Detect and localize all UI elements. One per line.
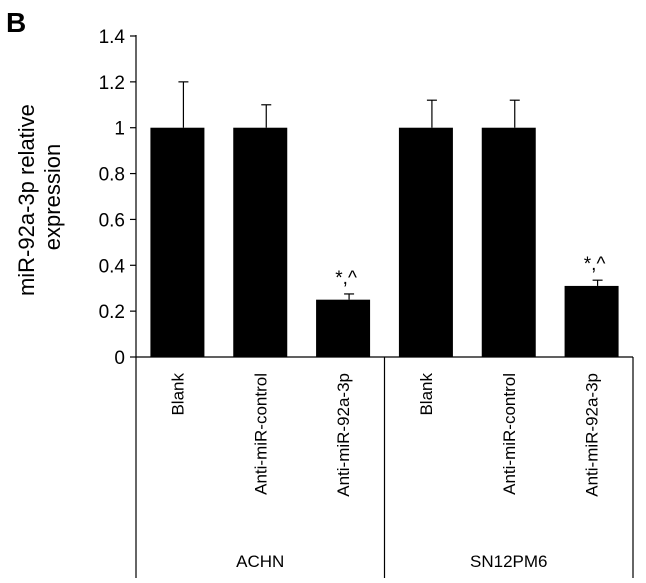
y-axis-label-line-1: miR-92a-3p relative (14, 104, 39, 296)
bars (150, 127, 619, 357)
axes (135, 35, 634, 578)
y-tick-label: 0.2 (99, 302, 125, 323)
group-label: ACHN (236, 552, 284, 571)
bar (398, 127, 453, 357)
y-tick-label: 1.2 (99, 73, 125, 94)
bar (481, 127, 536, 357)
category-label: Blank (168, 373, 187, 416)
significance-annotation: *,^ (584, 254, 606, 275)
y-tick-label: 1 (114, 119, 125, 140)
group-label: SN12PM6 (470, 552, 547, 571)
category-label: Anti-miR-92a-3p (334, 373, 353, 497)
category-label: Anti-miR-control (500, 373, 519, 495)
bar (233, 127, 288, 357)
category-labels: Blank Anti-miR-control Anti-miR-92a-3p Blan… (168, 373, 601, 497)
bar (150, 127, 205, 357)
y-tick-label: 1.4 (99, 27, 126, 48)
category-label: Anti-miR-92a-3p (583, 373, 602, 497)
bar (316, 299, 371, 357)
significance-annotation: *,^ (335, 268, 357, 289)
y-tick-label: 0.6 (99, 210, 125, 231)
y-tick-label: 0.8 (99, 165, 125, 186)
y-axis-label-line-2: expression (40, 144, 65, 250)
y-axis-label: miR-92a-3p relative expression (14, 98, 65, 296)
y-tick-label: 0.4 (99, 256, 126, 277)
y-tick-label: 0 (114, 348, 125, 369)
bar (564, 285, 619, 357)
group-labels: ACHN SN12PM6 (236, 552, 547, 571)
significance-annotations: *,^ *,^ (335, 254, 605, 289)
category-label: Blank (417, 373, 436, 416)
panel-letter: B (6, 7, 26, 38)
category-label: Anti-miR-control (251, 373, 270, 495)
error-bars (178, 81, 603, 300)
y-axis-ticks: 0 0.2 0.4 0.6 0.8 1 1.2 1.4 (99, 27, 136, 369)
